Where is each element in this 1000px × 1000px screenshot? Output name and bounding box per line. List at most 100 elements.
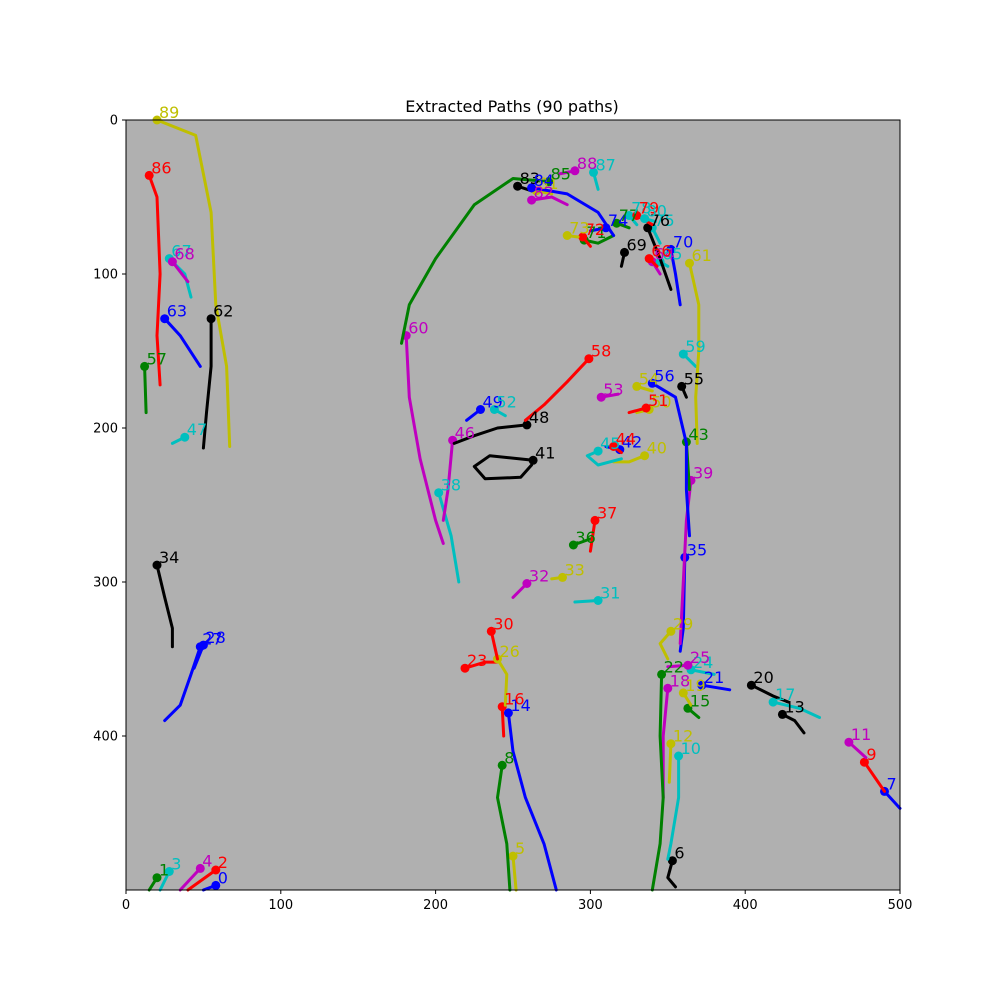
path-start-marker-1 (152, 873, 162, 883)
path-start-marker-53 (596, 392, 606, 402)
path-label-2: 2 (218, 853, 228, 872)
path-label-22: 22 (664, 657, 684, 676)
path-start-marker-41 (528, 455, 538, 465)
path-label-4: 4 (202, 851, 212, 870)
path-label-49: 49 (483, 393, 503, 412)
path-start-marker-21 (697, 680, 707, 690)
y-tick-label: 300 (93, 576, 118, 591)
path-line-61 (688, 261, 701, 445)
path-start-marker-44 (609, 442, 619, 451)
path-label-50: 50 (651, 393, 671, 412)
path-line-10 (666, 754, 681, 861)
path-label-3: 3 (171, 855, 181, 874)
path-line-14 (506, 711, 558, 892)
path-start-marker-85 (544, 177, 554, 187)
path-label-62: 62 (213, 302, 233, 321)
path-label-46: 46 (455, 423, 475, 442)
path-start-marker-73 (562, 231, 572, 240)
path-label-68: 68 (174, 245, 194, 264)
path-line-26 (496, 657, 509, 707)
path-start-marker-87 (589, 167, 598, 177)
plot-frame (125, 119, 901, 891)
path-label-72: 72 (585, 220, 605, 239)
path-start-marker-77 (612, 218, 622, 228)
y-tick-label: 0 (110, 114, 118, 129)
path-label-69: 69 (627, 235, 647, 254)
path-line-63 (163, 317, 202, 368)
path-line-58 (523, 357, 591, 422)
path-label-37: 37 (597, 503, 617, 522)
path-label-54: 54 (639, 369, 659, 388)
path-label-5: 5 (515, 839, 525, 858)
path-label-76: 76 (650, 211, 670, 230)
path-label-70: 70 (673, 232, 693, 251)
path-start-marker-34 (152, 560, 162, 570)
path-label-17: 17 (775, 685, 795, 704)
path-line-62 (201, 317, 213, 450)
path-line-8 (496, 763, 512, 892)
path-label-40: 40 (647, 439, 667, 458)
path-start-marker-6 (667, 856, 677, 866)
path-label-7: 7 (887, 774, 897, 793)
path-label-84: 84 (534, 171, 554, 190)
path-line-60 (404, 334, 445, 545)
path-label-61: 61 (692, 246, 712, 265)
path-start-marker-47 (180, 432, 190, 442)
x-axis: 0 100 200 300 400 500 (122, 890, 912, 913)
path-line-70 (669, 247, 682, 307)
path-start-marker-31 (593, 596, 603, 605)
path-line-38 (437, 491, 461, 584)
path-label-67: 67 (171, 242, 191, 261)
path-start-marker-58 (584, 354, 594, 364)
path-label-73: 73 (569, 219, 589, 238)
path-start-marker-76 (643, 223, 653, 233)
y-axis: 0 100 200 300 400 (93, 114, 126, 745)
path-label-74: 74 (608, 211, 628, 230)
path-line-6 (666, 859, 677, 889)
path-line-82 (530, 195, 569, 207)
path-start-marker-28 (198, 640, 208, 650)
path-line-45 (585, 449, 623, 467)
path-label-21: 21 (704, 668, 724, 687)
path-start-marker-68 (167, 257, 177, 267)
path-line-57 (143, 364, 148, 415)
path-line-23 (463, 660, 499, 670)
path-start-marker-57 (140, 361, 150, 371)
path-line-4 (178, 866, 202, 892)
path-line-41 (472, 454, 535, 481)
path-start-marker-63 (160, 314, 170, 324)
path-label-29: 29 (673, 614, 693, 633)
path-label-65: 65 (662, 245, 682, 264)
path-start-marker-9 (859, 757, 869, 767)
path-label-60: 60 (408, 319, 428, 338)
path-label-33: 33 (565, 560, 585, 579)
path-label-77: 77 (619, 206, 639, 225)
path-start-marker-8 (497, 760, 507, 770)
path-label-23: 23 (467, 651, 487, 670)
path-start-marker-30 (486, 626, 496, 636)
path-line-56 (650, 381, 691, 538)
path-start-marker-40 (640, 451, 650, 461)
path-start-marker-69 (620, 247, 629, 257)
path-line-20 (749, 683, 790, 704)
path-label-34: 34 (159, 548, 179, 567)
path-label-38: 38 (441, 476, 461, 495)
path-label-6: 6 (674, 844, 684, 863)
path-start-marker-4 (195, 863, 205, 873)
path-label-63: 63 (167, 302, 187, 321)
path-label-48: 48 (529, 408, 549, 427)
path-start-marker-14 (503, 708, 513, 718)
path-start-marker-80 (640, 214, 650, 224)
path-start-marker-79 (632, 211, 642, 220)
path-start-marker-88 (570, 166, 580, 176)
path-label-25: 25 (690, 648, 710, 667)
path-label-20: 20 (753, 668, 773, 687)
path-label-57: 57 (147, 349, 167, 368)
path-start-marker-86 (144, 170, 154, 180)
path-label-51: 51 (648, 391, 668, 410)
path-label-15: 15 (690, 691, 710, 710)
chart-title: Extracted Paths (90 paths) (405, 97, 619, 116)
path-label-12: 12 (673, 727, 693, 746)
path-line-2 (186, 868, 218, 892)
path-line-30 (489, 629, 499, 661)
